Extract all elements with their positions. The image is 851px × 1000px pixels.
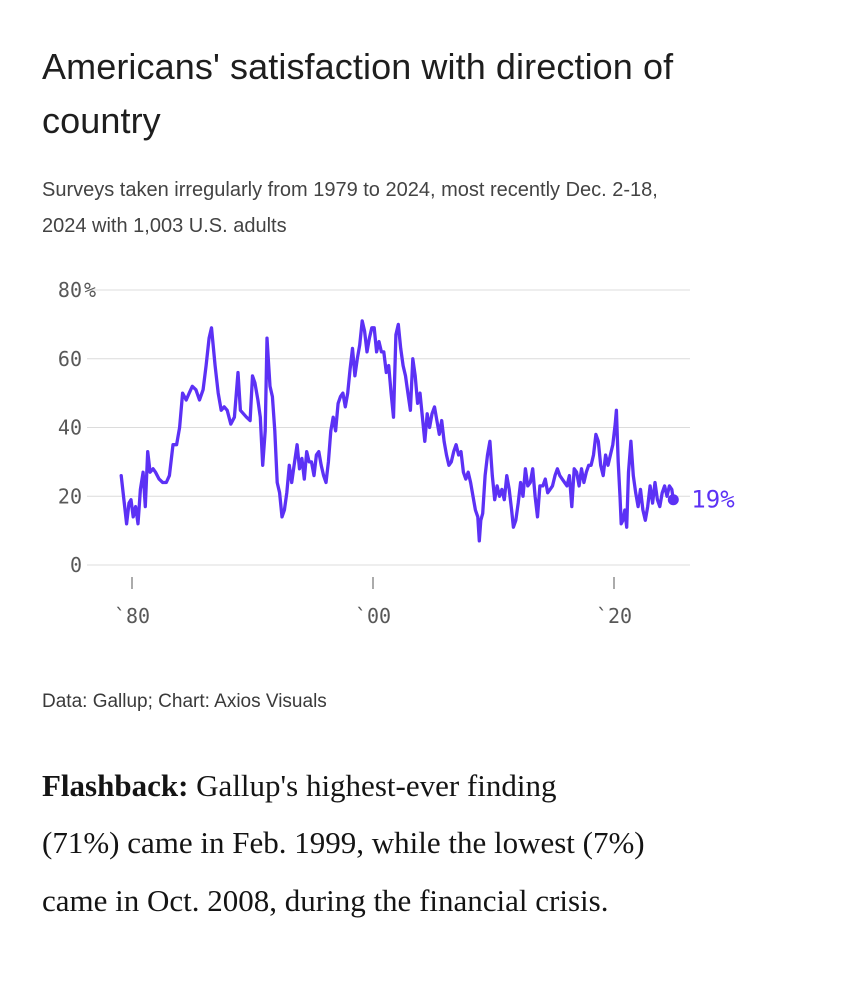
y-axis-tick-label: 40 (58, 416, 82, 440)
latest-value-label: 19% (691, 486, 735, 514)
x-axis-tick-label: `00 (355, 604, 391, 628)
satisfaction-chart-svg: 80 % 60 40 20 0 `80 `00 `20 19% (58, 278, 735, 628)
y-axis-tick-label: 0 (70, 553, 82, 577)
chart-source-credit: Data: Gallup; Chart: Axios Visuals (42, 691, 327, 712)
satisfaction-line (119, 319, 675, 543)
y-axis-tick-label: 20 (58, 484, 82, 508)
flashback-label: Flashback: (42, 768, 189, 803)
flashback-paragraph: Flashback: Gallup's highest-ever finding… (42, 757, 809, 929)
x-axis-tick-label: `20 (596, 604, 632, 628)
latest-value-dot (667, 494, 679, 506)
chart-title: Americans' satisfaction with direction o… (42, 46, 674, 141)
flashback-text: Gallup's highest-ever finding (71%) came… (42, 768, 645, 918)
chart-subtitle: Surveys taken irregularly from 1979 to 2… (42, 179, 658, 237)
x-axis-tick-label: `80 (114, 604, 150, 628)
satisfaction-chart: 80% 60 40 20 0 `80 `00 `20 19% (42, 278, 809, 635)
y-axis-tick-label: 80 (58, 278, 82, 302)
y-axis-unit-label: % (84, 278, 96, 302)
y-axis-tick-label: 60 (58, 347, 82, 371)
